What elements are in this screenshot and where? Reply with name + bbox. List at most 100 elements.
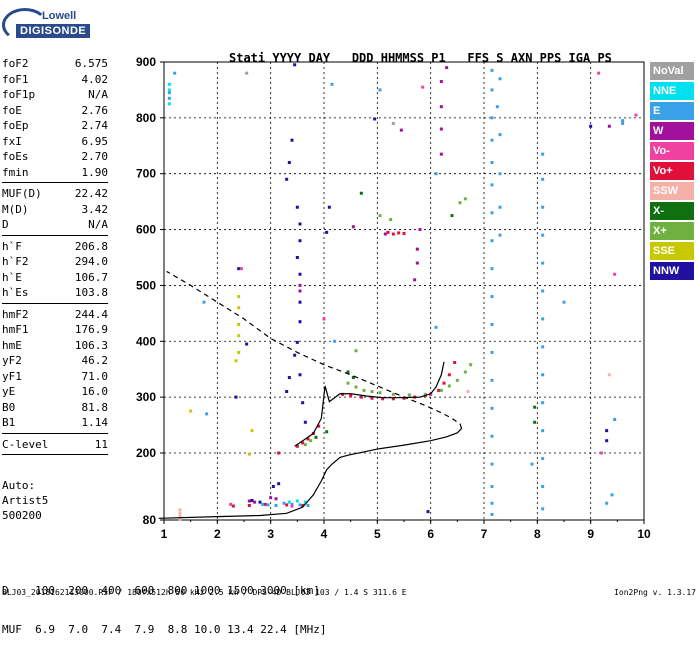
data-point-vo- <box>341 392 345 396</box>
data-point-vo- <box>442 381 446 385</box>
distance-row: D 100 200 400 600 800 1000 1500 3000 [km… <box>2 584 320 597</box>
data-point-nnw <box>271 484 275 488</box>
data-point-e <box>490 161 494 165</box>
legend-item: NNE <box>650 82 694 100</box>
data-point-nnw <box>245 342 249 346</box>
polarization-legend: NoVal NNE E W Vo- Vo+ SSW X- X+ SSE NNW <box>650 62 694 282</box>
param-value: 4.02 <box>81 72 109 86</box>
data-point-e <box>530 462 534 466</box>
param-row: B1 1.14 <box>2 415 108 431</box>
data-point-vo- <box>322 317 326 321</box>
param-row: fxI 6.95 <box>2 134 108 150</box>
data-point-x- <box>346 370 350 374</box>
param-row: yF1 71.0 <box>2 369 108 385</box>
data-point-e <box>541 261 545 265</box>
param-name: hmE <box>2 338 22 352</box>
x-tick-label: 1 <box>161 527 168 541</box>
header-labels-row: Stati YYYY DAY DDD HHMMSS P1 FFS S AXN P… <box>229 51 612 65</box>
plot-area <box>163 61 645 521</box>
data-point-vo- <box>263 502 267 506</box>
legend-item: SSW <box>650 182 694 200</box>
software-version: Ion2Png v. 1.3.17 <box>614 588 696 597</box>
data-point-vo- <box>231 504 235 508</box>
x-tick-label: 2 <box>214 527 221 541</box>
param-name: yF2 <box>2 354 22 367</box>
param-value: 6.95 <box>81 134 109 148</box>
muf-row: MUF 6.9 7.0 7.4 7.9 8.8 10.0 13.4 22.4 [… <box>2 623 327 636</box>
data-point-nnw <box>298 320 302 324</box>
data-point-e <box>541 233 545 237</box>
param-name: hmF1 <box>2 323 29 336</box>
param-row: hmE 106.3 <box>2 338 108 354</box>
scaled-parameters-panel: foF2 6.575 foF1 4.02 foF1p N/A foE 2.76 foEp 2.74… <box>2 56 108 458</box>
data-point-x- <box>469 363 473 367</box>
data-point-vo- <box>311 431 315 435</box>
data-point-e <box>490 484 494 488</box>
data-point-e <box>167 91 171 95</box>
x-tick-label: 10 <box>637 527 651 541</box>
param-separator <box>2 302 108 304</box>
data-point-vo- <box>453 360 457 364</box>
param-name: B0 <box>2 400 16 414</box>
auto-scaler-version: 500200 <box>2 509 42 522</box>
data-point-vo- <box>599 451 603 455</box>
data-point-vo- <box>402 231 406 235</box>
param-separator <box>2 454 108 455</box>
data-point-e <box>282 501 286 505</box>
param-name: h`E <box>2 270 22 284</box>
param-value: 16.0 <box>81 385 109 398</box>
data-point-vo- <box>429 392 433 396</box>
data-point-x- <box>455 378 459 382</box>
data-point-x- <box>423 392 427 396</box>
data-point-vo- <box>301 441 305 445</box>
param-value: 206.8 <box>74 239 108 253</box>
data-point-vo- <box>290 504 294 508</box>
param-value: 294.0 <box>74 255 108 268</box>
param-name: foF1 <box>2 72 29 86</box>
data-point-nne <box>167 82 171 86</box>
ionogram-header: Stati YYYY DAY DDD HHMMSS P1 FFS S AXN P… <box>229 18 612 130</box>
data-point-e <box>498 205 502 209</box>
legend-item: NoVal <box>650 62 694 80</box>
data-point-vo- <box>402 396 406 400</box>
data-point-x- <box>303 443 307 447</box>
legend-item: X- <box>650 202 694 220</box>
data-point-sse <box>189 409 193 413</box>
data-point-w <box>274 497 278 501</box>
data-point-e <box>261 502 265 506</box>
data-point-x- <box>354 349 358 353</box>
param-name: foEs <box>2 150 29 163</box>
y-tick-label: 400 <box>136 334 156 348</box>
param-row: foF1p N/A <box>2 87 108 103</box>
data-point-x- <box>439 388 443 392</box>
data-point-ssw <box>466 390 470 394</box>
data-point-vo- <box>239 267 243 271</box>
data-point-e <box>490 323 494 327</box>
param-row: h`F 206.8 <box>2 239 108 255</box>
data-point-w <box>247 499 251 503</box>
data-point-vo- <box>359 395 363 399</box>
data-point-e <box>167 96 171 100</box>
data-point-w <box>439 152 443 156</box>
data-point-nnw <box>298 239 302 243</box>
data-point-e <box>490 434 494 438</box>
legend-item: X+ <box>650 222 694 240</box>
param-row: C-level 11 <box>2 437 108 453</box>
data-point-e <box>541 401 545 405</box>
data-point-e <box>605 501 609 505</box>
data-point-x- <box>378 214 382 218</box>
y-tick-label: 500 <box>136 278 156 292</box>
param-row: foF1 4.02 <box>2 72 108 88</box>
data-point-e <box>498 172 502 176</box>
data-point-e <box>274 503 278 507</box>
data-point-nnw <box>258 500 262 504</box>
model-trace-dashed <box>166 270 463 429</box>
x-tick-label: 9 <box>587 527 594 541</box>
data-point-e <box>541 345 545 349</box>
logo-swoosh-icon <box>2 8 48 42</box>
data-point-vo- <box>413 395 417 399</box>
header-values-row: Belem 2018 Jun11 162 113000 RSF 005 2 71… <box>229 99 605 113</box>
data-point-vo- <box>247 503 251 507</box>
data-point-sse <box>234 359 238 363</box>
data-point-w <box>415 261 419 265</box>
